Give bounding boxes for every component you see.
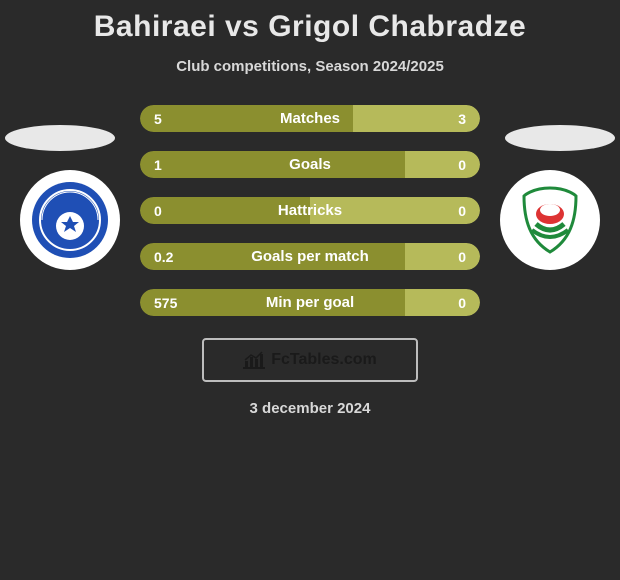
stat-value-left: 0.2 (154, 249, 173, 265)
stat-value-right: 0 (458, 249, 466, 265)
stat-label: Min per goal (266, 294, 354, 311)
stat-row: 5 3 Matches (140, 105, 480, 132)
crest-right-icon (510, 180, 590, 260)
stat-value-left: 1 (154, 157, 162, 173)
stat-bar-right (405, 243, 480, 270)
stat-label: Goals (289, 156, 331, 173)
stat-bar-left (140, 151, 405, 178)
comparison-card: { "title": "Bahiraei vs Grigol Chabradze… (0, 0, 620, 580)
crest-left-icon (30, 180, 110, 260)
brand-badge[interactable]: FcTables.com (202, 338, 418, 382)
page-title: Bahiraei vs Grigol Chabradze (0, 0, 620, 44)
stat-value-left: 5 (154, 111, 162, 127)
stat-value-left: 575 (154, 295, 177, 311)
stat-label: Hattricks (278, 202, 342, 219)
date-label: 3 december 2024 (0, 400, 620, 417)
stat-value-right: 3 (458, 111, 466, 127)
stat-row: 0.2 0 Goals per match (140, 243, 480, 270)
stat-label: Goals per match (251, 248, 369, 265)
stat-value-right: 0 (458, 295, 466, 311)
stat-bar-right (405, 289, 480, 316)
stat-row: 1 0 Goals (140, 151, 480, 178)
stat-label: Matches (280, 110, 340, 127)
country-flag-right (505, 125, 615, 151)
brand-text: FcTables.com (271, 351, 377, 369)
country-flag-left (5, 125, 115, 151)
team-logo-right (500, 170, 600, 270)
stat-value-left: 0 (154, 203, 162, 219)
team-logo-left (20, 170, 120, 270)
chart-icon (243, 351, 265, 369)
stat-row: 575 0 Min per goal (140, 289, 480, 316)
stat-bar-right (405, 151, 480, 178)
subtitle: Club competitions, Season 2024/2025 (0, 58, 620, 75)
stat-value-right: 0 (458, 157, 466, 173)
stat-row: 0 0 Hattricks (140, 197, 480, 224)
stat-value-right: 0 (458, 203, 466, 219)
